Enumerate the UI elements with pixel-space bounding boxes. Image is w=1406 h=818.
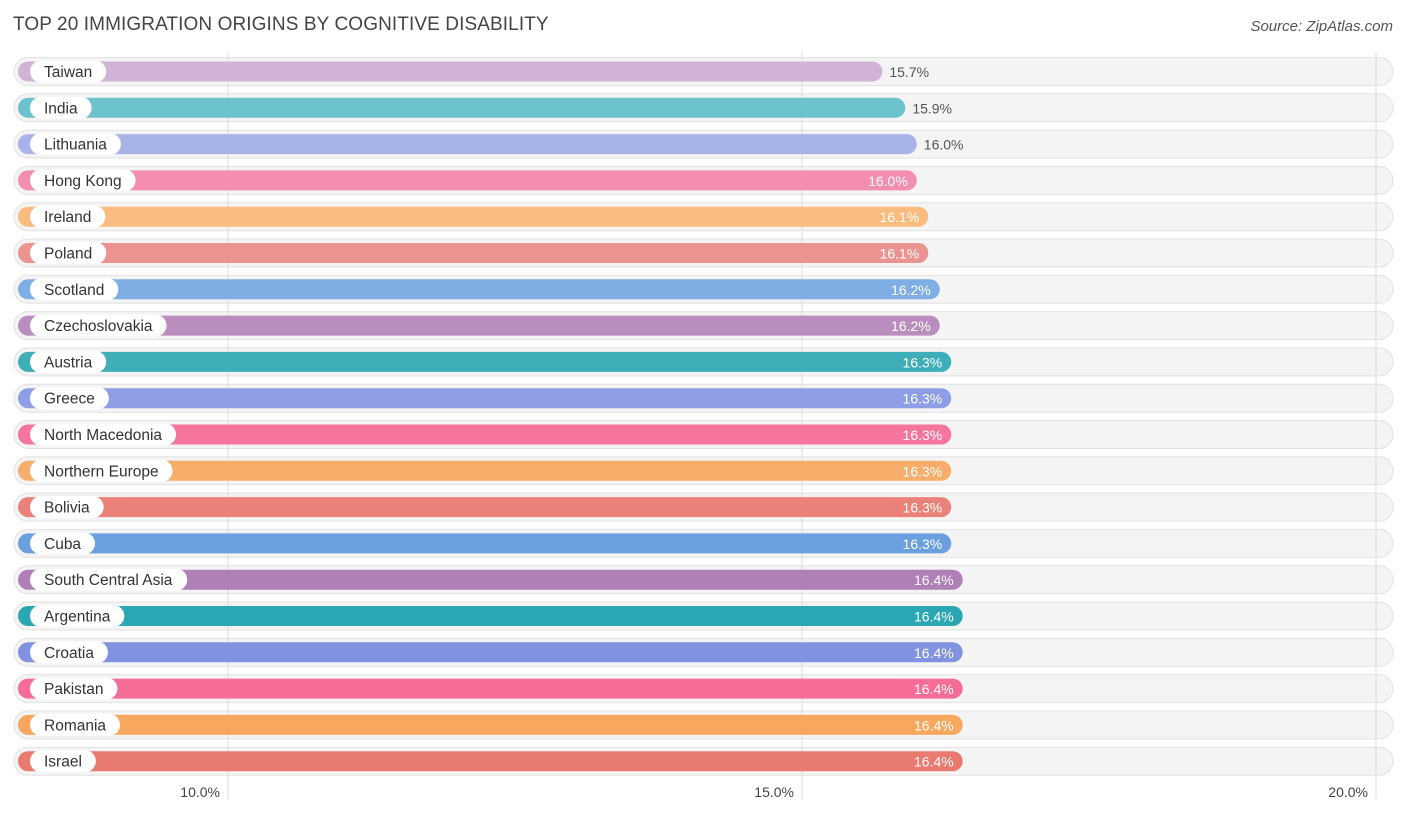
category-label-pill bbox=[30, 459, 173, 482]
bar bbox=[18, 533, 952, 554]
value-label: 16.4% bbox=[914, 572, 954, 588]
value-label: 16.4% bbox=[914, 681, 954, 697]
category-label-pill bbox=[30, 169, 136, 192]
bar bbox=[18, 424, 952, 445]
chart-title: TOP 20 IMMIGRATION ORIGINS BY COGNITIVE … bbox=[13, 14, 549, 35]
x-tick-label: 10.0% bbox=[180, 784, 220, 800]
category-label: Poland bbox=[44, 246, 92, 263]
value-label: 16.3% bbox=[903, 427, 943, 443]
category-label: South Central Asia bbox=[44, 572, 173, 589]
category-label-pill bbox=[30, 387, 109, 410]
category-label: Greece bbox=[44, 391, 95, 408]
category-label-pill bbox=[30, 278, 119, 301]
bar bbox=[18, 279, 940, 300]
category-label-pill bbox=[30, 605, 125, 627]
value-label: 16.2% bbox=[891, 318, 931, 334]
bar bbox=[18, 134, 917, 155]
category-label: Taiwan bbox=[44, 64, 92, 81]
value-label: 16.3% bbox=[903, 536, 943, 552]
value-label: 16.4% bbox=[914, 609, 954, 625]
bar bbox=[18, 569, 963, 590]
value-label: 16.0% bbox=[924, 137, 964, 153]
bar bbox=[18, 243, 929, 263]
category-label-pill bbox=[30, 133, 121, 156]
category-label: Pakistan bbox=[44, 681, 103, 698]
bar bbox=[18, 97, 906, 118]
x-tick-label: 20.0% bbox=[1328, 784, 1368, 800]
category-label-pill bbox=[30, 60, 107, 83]
category-label-pill bbox=[30, 677, 118, 700]
category-label-pill bbox=[30, 496, 104, 519]
value-label: 16.4% bbox=[914, 717, 954, 733]
category-label: Romania bbox=[44, 717, 106, 734]
category-label: Croatia bbox=[44, 645, 94, 662]
bar bbox=[18, 351, 952, 372]
category-label-pill bbox=[30, 532, 96, 555]
category-label: Czechoslovakia bbox=[44, 318, 153, 335]
category-label-pill bbox=[30, 750, 96, 773]
value-label: 16.1% bbox=[880, 246, 920, 262]
category-label: Israel bbox=[44, 754, 82, 771]
bar bbox=[18, 170, 917, 191]
category-label-pill bbox=[30, 423, 177, 446]
value-label: 16.2% bbox=[891, 282, 931, 298]
category-label-pill bbox=[30, 641, 108, 664]
bar bbox=[18, 388, 952, 409]
bar bbox=[18, 714, 963, 735]
bar bbox=[18, 642, 963, 663]
category-label: Hong Kong bbox=[44, 173, 122, 190]
category-label-pill bbox=[30, 96, 92, 119]
value-label: 15.9% bbox=[912, 100, 952, 116]
bar bbox=[18, 460, 952, 481]
value-label: 16.3% bbox=[903, 354, 943, 370]
category-label: India bbox=[44, 100, 78, 117]
x-tick-label: 15.0% bbox=[754, 784, 794, 800]
bar bbox=[18, 497, 952, 518]
bar bbox=[18, 678, 963, 699]
value-label: 16.3% bbox=[903, 463, 943, 479]
bar bbox=[18, 606, 963, 626]
value-label: 16.4% bbox=[914, 645, 954, 661]
category-label: Lithuania bbox=[44, 137, 107, 154]
value-label: 16.4% bbox=[914, 754, 954, 770]
category-label: Cuba bbox=[44, 536, 81, 553]
category-label-pill bbox=[30, 242, 107, 264]
bar bbox=[18, 61, 883, 82]
value-label: 16.1% bbox=[880, 209, 920, 225]
category-label-pill bbox=[30, 350, 107, 373]
category-label: Argentina bbox=[44, 609, 111, 626]
bar bbox=[18, 315, 940, 336]
category-label: Austria bbox=[44, 354, 93, 371]
category-label-pill bbox=[30, 568, 188, 591]
category-label: Bolivia bbox=[44, 500, 90, 517]
category-label: North Macedonia bbox=[44, 427, 162, 444]
category-label: Ireland bbox=[44, 209, 91, 226]
category-label-pill bbox=[30, 314, 167, 337]
value-label: 16.3% bbox=[903, 500, 943, 516]
value-label: 16.3% bbox=[903, 391, 943, 407]
bar bbox=[18, 751, 963, 772]
category-label-pill bbox=[30, 713, 121, 736]
category-label: Scotland bbox=[44, 282, 104, 299]
bar bbox=[18, 206, 929, 227]
category-label: Northern Europe bbox=[44, 463, 159, 480]
category-label-pill bbox=[30, 205, 106, 228]
value-label: 15.7% bbox=[889, 64, 929, 80]
value-label: 16.0% bbox=[868, 173, 908, 189]
source-note: Source: ZipAtlas.com bbox=[1250, 18, 1393, 35]
